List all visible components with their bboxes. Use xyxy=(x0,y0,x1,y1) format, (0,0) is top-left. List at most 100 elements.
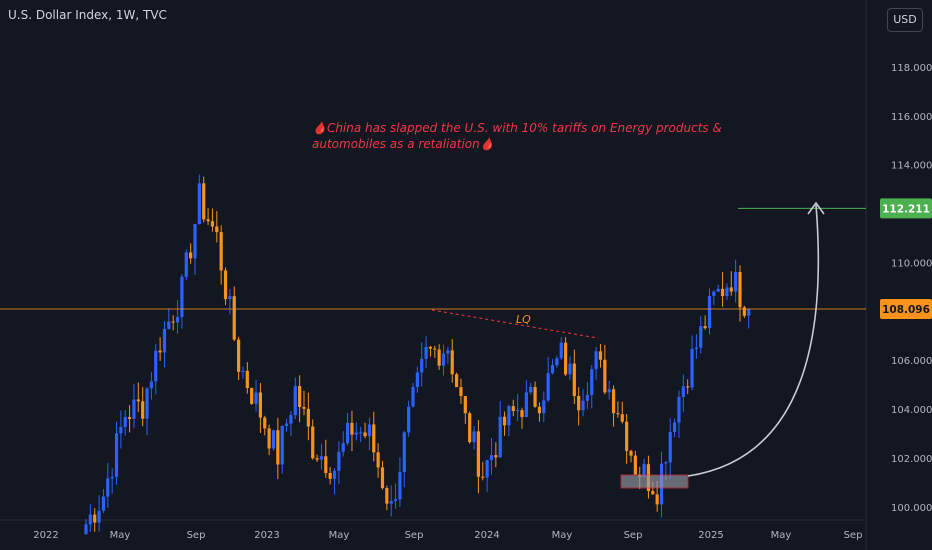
candle-body xyxy=(642,464,646,477)
candle-body xyxy=(747,308,751,316)
target-price-badge xyxy=(880,198,932,219)
candle-body xyxy=(494,455,498,458)
candle-body xyxy=(437,349,441,366)
x-tick-label: May xyxy=(771,530,792,541)
current-price-badge xyxy=(880,298,932,319)
candle-body xyxy=(202,183,206,220)
candle-body xyxy=(707,296,712,329)
candle-body xyxy=(114,433,119,477)
candle-body xyxy=(564,342,568,375)
candle-body xyxy=(489,455,494,460)
candle-body xyxy=(450,350,454,375)
candle-body xyxy=(123,417,127,428)
candle-body xyxy=(393,499,398,502)
candle-body xyxy=(498,416,502,458)
candle-body xyxy=(720,288,725,297)
candle-body xyxy=(507,406,511,426)
current-price-label: 108.096 xyxy=(882,304,930,316)
candle-body xyxy=(476,431,480,477)
candle-body xyxy=(529,386,533,393)
candle-body xyxy=(149,381,153,389)
candle-body xyxy=(502,416,507,426)
candle-body xyxy=(555,358,559,366)
candle-body xyxy=(485,459,489,478)
candle-body xyxy=(629,450,633,456)
candle-body xyxy=(380,467,385,489)
candle-body xyxy=(424,346,428,359)
candle-body xyxy=(293,386,297,416)
candle-body xyxy=(189,252,193,259)
candle-body xyxy=(346,422,350,444)
candle-body xyxy=(110,476,114,479)
candle-body xyxy=(132,399,136,419)
target-price-label: 112.211 xyxy=(882,203,930,215)
candle-body xyxy=(328,473,332,479)
x-tick-label: 2022 xyxy=(33,530,58,541)
candle-body xyxy=(136,399,140,402)
candle-body xyxy=(542,400,546,414)
candle-body xyxy=(237,339,241,372)
candle-body xyxy=(271,430,276,449)
candle-body xyxy=(716,288,720,292)
candle-body xyxy=(128,417,132,419)
candle-body xyxy=(585,394,589,401)
currency-button[interactable]: USD xyxy=(887,8,923,32)
candle-body xyxy=(690,349,694,388)
y-tick-label: 114.000 xyxy=(891,161,932,172)
candle-body xyxy=(298,386,302,407)
candle-body xyxy=(611,389,616,414)
candle-body xyxy=(241,370,245,372)
candle-body xyxy=(376,452,380,468)
candle-body xyxy=(568,363,572,375)
candle-body xyxy=(193,224,197,259)
candle-body xyxy=(280,425,284,465)
candle-body xyxy=(332,470,337,479)
candle-body xyxy=(686,386,690,388)
candle-body xyxy=(84,524,88,535)
candle-body xyxy=(311,426,315,459)
candle-body xyxy=(546,373,550,401)
candle-body xyxy=(341,443,345,452)
x-tick-label: 2024 xyxy=(474,530,499,541)
candle-body xyxy=(88,514,92,525)
candle-body xyxy=(402,432,406,472)
candle-body xyxy=(673,422,677,432)
candle-body xyxy=(245,370,249,389)
x-tick-label: Sep xyxy=(187,530,206,541)
candle-body xyxy=(232,296,236,340)
lq-label: LQ xyxy=(516,313,531,326)
candle-body xyxy=(620,414,624,422)
candle-body xyxy=(171,321,175,323)
x-tick-label: 2025 xyxy=(698,530,723,541)
candle-body xyxy=(594,351,598,370)
candle-body xyxy=(101,496,106,511)
candle-body xyxy=(415,372,419,387)
candle-body xyxy=(210,221,215,227)
x-tick-label: May xyxy=(329,530,350,541)
x-tick-label: 2023 xyxy=(254,530,279,541)
candle-body xyxy=(463,396,467,414)
candle-body xyxy=(703,326,707,329)
x-tick-label: Sep xyxy=(405,530,424,541)
candle-body xyxy=(694,347,698,350)
candle-body xyxy=(664,462,668,464)
candle-body xyxy=(284,423,289,426)
candle-body xyxy=(372,424,376,453)
candle-body xyxy=(180,276,184,317)
candle-body xyxy=(154,350,158,382)
candle-body xyxy=(258,392,262,418)
candle-body xyxy=(141,401,145,419)
candle-body xyxy=(559,342,563,359)
annotation-line-2: automobiles as a retaliation🩸 xyxy=(312,137,495,151)
y-tick-label: 102.000 xyxy=(891,454,932,465)
candle-body xyxy=(359,432,363,434)
candle-body xyxy=(590,369,594,395)
candle-body xyxy=(651,490,655,495)
candle-body xyxy=(433,348,437,350)
x-tick-label: May xyxy=(110,530,131,541)
candle-body xyxy=(616,413,620,415)
candle-body xyxy=(197,183,201,225)
candle-body xyxy=(254,392,258,404)
